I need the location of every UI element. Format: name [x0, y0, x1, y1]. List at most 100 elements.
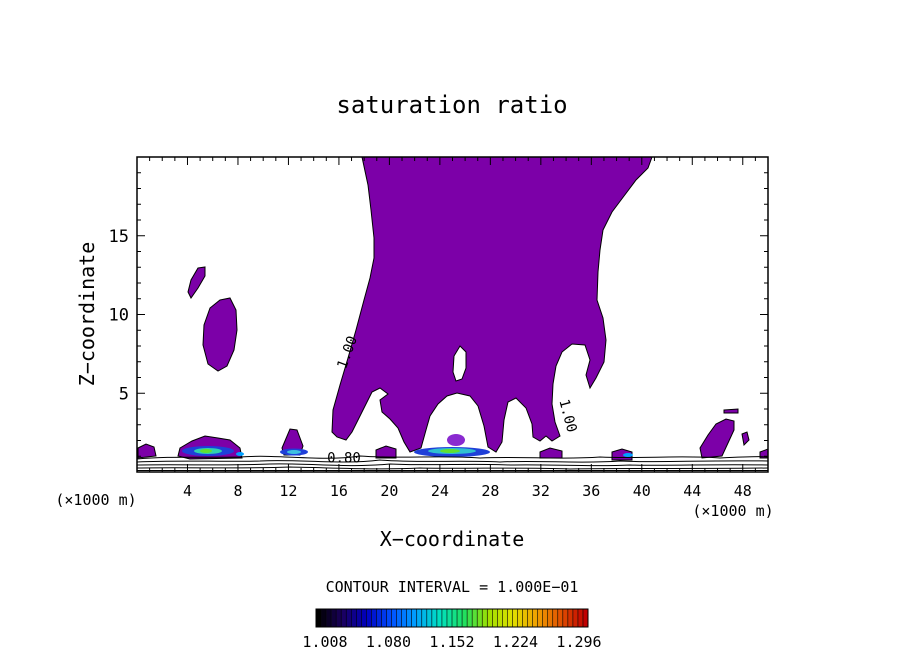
x-tick-label: 40	[633, 482, 651, 500]
colorbar-cell	[487, 609, 493, 627]
colorbar-cell	[411, 609, 417, 627]
colorbar-cell	[467, 609, 473, 627]
chart-title: saturation ratio	[336, 91, 567, 119]
y-tick-label: 10	[109, 306, 129, 326]
colorbar-cell	[431, 609, 437, 627]
colorbar-cell	[472, 609, 478, 627]
colorbar-cell	[527, 609, 533, 627]
colorbar-cell	[441, 609, 447, 627]
colorbar-tick-label: 1.080	[366, 633, 411, 651]
colorbar-tick-label: 1.152	[429, 633, 474, 651]
colorbar-cell	[562, 609, 568, 627]
colorbar-cell	[361, 609, 367, 627]
core-high	[200, 449, 212, 453]
x-axis-title: X−coordinate	[380, 527, 525, 551]
colorbar-cell	[396, 609, 402, 627]
colorbar-cell	[492, 609, 498, 627]
core-high	[440, 449, 460, 453]
colorbar-cell	[391, 609, 397, 627]
colorbar-cell	[316, 609, 322, 627]
colorbar-cell	[356, 609, 362, 627]
x-tick-label: 12	[279, 482, 297, 500]
colorbar-tick-label: 1.296	[556, 633, 601, 651]
colorbar-cell	[547, 609, 553, 627]
x-unit-left: (×1000 m)	[55, 491, 136, 509]
x-tick-label: 44	[683, 482, 701, 500]
colorbar-cell	[477, 609, 483, 627]
saturation-patch	[281, 428, 304, 456]
contour-label: 0.80	[327, 451, 361, 467]
colorbar-cell	[436, 609, 442, 627]
colorbar-cell	[512, 609, 518, 627]
colorbar-cell	[537, 609, 543, 627]
colorbar-cell	[426, 609, 432, 627]
saturation-patch	[202, 297, 238, 372]
y-tick-label: 5	[119, 384, 129, 404]
x-tick-label: 16	[330, 482, 348, 500]
colorbar-cell	[577, 609, 583, 627]
core-high	[447, 434, 465, 446]
colorbar-tick-label: 1.224	[493, 633, 538, 651]
colorbar-cell	[542, 609, 548, 627]
x-tick-label: 36	[582, 482, 600, 500]
saturation-patch	[723, 408, 739, 414]
colorbar-cell	[366, 609, 372, 627]
unsaturated-hole	[452, 345, 467, 382]
x-tick-label: 32	[532, 482, 550, 500]
colorbar-cell	[552, 609, 558, 627]
y-axis-title: Z−coordinate	[75, 242, 99, 387]
y-axis-ticks: 5 10 15	[109, 172, 768, 457]
core-high	[623, 453, 633, 457]
colorbar-cell	[371, 609, 377, 627]
colorbar-cell	[326, 609, 332, 627]
colorbar-cell	[462, 609, 468, 627]
saturation-patch	[539, 447, 563, 459]
colorbar-cell	[532, 609, 538, 627]
colorbar-cell	[336, 609, 342, 627]
colorbar-cell	[381, 609, 387, 627]
colorbar-cell	[416, 609, 422, 627]
x-tick-label: 8	[233, 482, 242, 500]
colorbar-cell	[446, 609, 452, 627]
x-tick-label: 4	[183, 482, 192, 500]
saturation-patch	[187, 266, 206, 299]
saturation-patch	[741, 431, 750, 447]
colorbar	[315, 608, 589, 628]
core-high	[287, 450, 301, 454]
colorbar-cell	[502, 609, 508, 627]
colorbar-cell	[341, 609, 347, 627]
colorbar-cell	[517, 609, 523, 627]
colorbar-cell	[522, 609, 528, 627]
colorbar-cell	[507, 609, 513, 627]
colorbar-cell	[351, 609, 357, 627]
colorbar-cell	[582, 609, 588, 627]
colorbar-cell	[572, 609, 578, 627]
core-high	[236, 452, 244, 456]
x-tick-label: 24	[431, 482, 449, 500]
contour-interval: CONTOUR INTERVAL = 1.000E−01	[326, 578, 579, 596]
colorbar-cell	[346, 609, 352, 627]
saturation-region-main	[331, 157, 653, 453]
colorbar-tick-label: 1.008	[302, 633, 347, 651]
colorbar-cell	[331, 609, 337, 627]
colorbar-frame	[315, 608, 589, 628]
x-tick-label: 48	[734, 482, 752, 500]
colorbar-cell	[386, 609, 392, 627]
x-axis-ticks: 4 8 12 16 20 24 28 32 36 40 44 48	[149, 157, 756, 500]
colorbar-cell	[567, 609, 573, 627]
colorbar-cell	[482, 609, 488, 627]
low-level-contours	[137, 455, 768, 471]
saturation-patch	[699, 418, 735, 459]
colorbar-cell	[497, 609, 503, 627]
colorbar-cell	[421, 609, 427, 627]
plot-area	[137, 157, 768, 472]
colorbar-cell	[406, 609, 412, 627]
colorbar-cell	[557, 609, 563, 627]
colorbar-cell	[401, 609, 407, 627]
colorbar-cell	[452, 609, 458, 627]
y-tick-label: 15	[109, 227, 129, 247]
x-tick-label: 28	[481, 482, 499, 500]
colorbar-cell	[376, 609, 382, 627]
colorbar-cell	[457, 609, 463, 627]
